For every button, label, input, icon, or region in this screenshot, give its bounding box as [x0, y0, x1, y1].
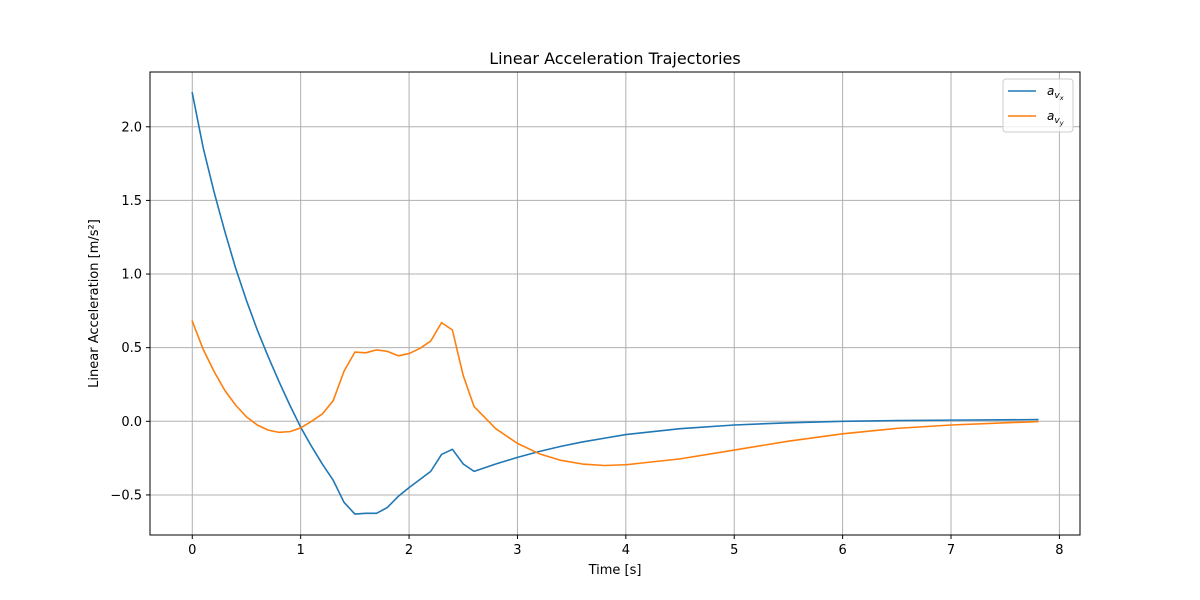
y-tick-label: 0.5 — [121, 341, 142, 356]
legend-label-y: avy — [1047, 109, 1064, 127]
x-tick-label: 4 — [622, 543, 630, 558]
x-tick-label: 3 — [513, 543, 521, 558]
x-tick-label: 5 — [730, 543, 738, 558]
y-tick-label: 2.0 — [121, 120, 142, 135]
series-line-x — [191, 91, 1039, 515]
x-tick-label: 6 — [838, 543, 846, 558]
y-tick-label: −0.5 — [110, 488, 142, 503]
y-tick-label: 0.0 — [121, 415, 142, 430]
y-tick-label: 1.5 — [121, 194, 142, 209]
ticks: 0 1 2 3 4 5 6 7 8 −0.5 0.0 0.5 1.0 1.5 2.0 — [110, 120, 1063, 558]
y-tick-label: 1.0 — [121, 268, 142, 283]
legend-box — [1002, 78, 1074, 133]
x-tick-label: 0 — [188, 543, 196, 558]
chart-title: Linear Acceleration Trajectories — [489, 49, 740, 68]
x-tick-label: 7 — [947, 543, 955, 558]
legend: avx avy — [1002, 78, 1074, 133]
series-line-y — [191, 320, 1039, 467]
x-axis-label: Time [s] — [588, 563, 642, 578]
series-layer — [191, 91, 1039, 515]
x-tick-label: 2 — [405, 543, 413, 558]
x-tick-label: 1 — [297, 543, 305, 558]
legend-items: avx avy — [1008, 84, 1064, 127]
plot-frame — [149, 71, 1081, 536]
grid — [150, 72, 1080, 535]
y-axis-label: Linear Acceleration [m/s²] — [87, 219, 102, 388]
x-tick-label: 8 — [1055, 543, 1063, 558]
legend-label-x: avx — [1047, 84, 1064, 102]
